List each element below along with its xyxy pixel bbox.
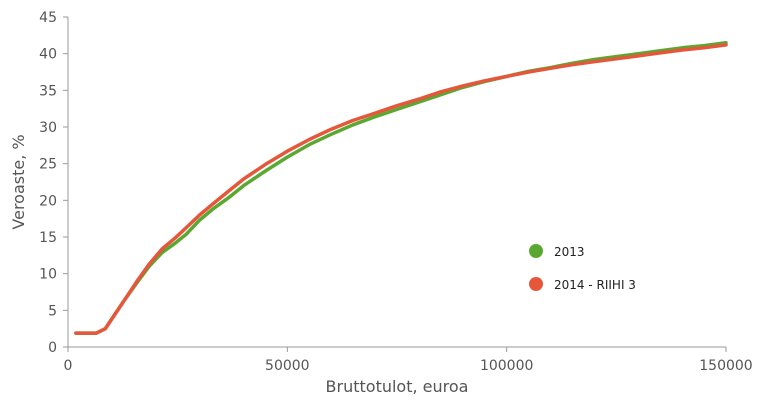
y-tick-label: 25: [39, 157, 57, 173]
series-line-1: [74, 43, 728, 335]
axes: 0 5 10 15 20 25 30 35 40 45 0 50000 100000 150000: [39, 10, 753, 374]
legend-marker-1: [529, 277, 543, 291]
y-tick-label: 40: [39, 47, 57, 63]
y-tick-label: 35: [39, 83, 57, 99]
x-tick-label: 50000: [265, 358, 310, 374]
x-tick-label: 100000: [480, 358, 533, 374]
legend: 2013 2014 - RIIHI 3: [529, 244, 636, 292]
y-tick-label: 15: [39, 230, 57, 246]
x-axis-ticks: 0 50000 100000 150000: [64, 347, 753, 374]
legend-label-1: 2014 - RIIHI 3: [554, 278, 636, 292]
legend-label-0: 2013: [554, 245, 585, 259]
y-tick-label: 20: [39, 193, 57, 209]
x-tick-label: 150000: [699, 358, 752, 374]
y-tick-label: 10: [39, 267, 57, 283]
y-axis-title: Veroaste, %: [9, 134, 28, 229]
y-tick-label: 5: [48, 303, 57, 319]
x-axis-title: Bruttotulot, euroa: [326, 377, 469, 396]
legend-marker-0: [529, 244, 543, 258]
y-tick-label: 0: [48, 340, 57, 356]
y-tick-label: 30: [39, 120, 57, 136]
x-tick-label: 0: [64, 358, 73, 374]
series-layer: [74, 40, 728, 335]
y-axis-ticks: 0 5 10 15 20 25 30 35 40 45: [39, 10, 68, 356]
y-tick-label: 45: [39, 10, 57, 26]
